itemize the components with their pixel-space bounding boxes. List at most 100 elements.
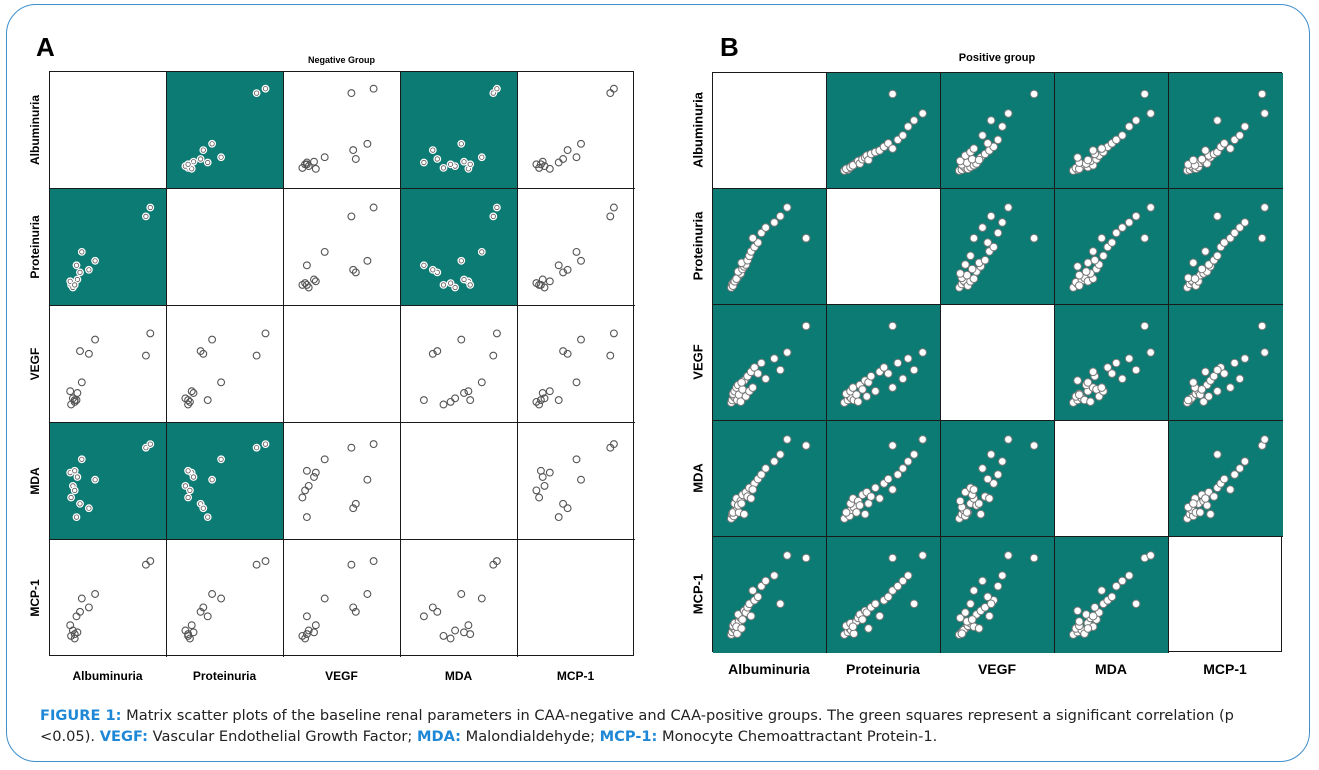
data-point [1240,354,1250,363]
data-point [1029,233,1039,243]
data-point [909,365,919,375]
data-point [776,211,785,221]
data-point [888,144,897,153]
data-point [961,608,970,617]
data-point [966,251,975,261]
col-label-albuminuria: Albuminuria [728,661,810,677]
data-point [184,396,193,405]
data-point [1140,89,1149,99]
data-point [187,621,196,630]
data-point [739,509,749,519]
data-point [1081,610,1091,619]
data-point [918,109,927,118]
data-point [737,624,746,633]
scatter-cell-mda-vs-mcp-1 [1169,421,1283,537]
data-point [969,274,979,283]
data-point [577,139,585,148]
data-point [1220,139,1229,148]
data-point [1004,435,1013,444]
scatter-cell-proteinuria-vs-albuminuria [713,189,827,305]
data-point [261,329,270,338]
data-point [983,592,993,602]
data-point [770,218,779,227]
data-point [351,268,360,277]
data-point-outline [147,441,153,447]
scatter-plot [1182,435,1269,523]
data-point-outline [467,282,473,288]
data-point [535,493,544,502]
col-label-mda: MDA [1095,661,1127,677]
data-point [349,146,358,155]
scatter-cell-mcp-1-vs-mda [1055,537,1169,653]
data-point [1199,397,1208,406]
data-point [311,621,320,630]
panel-a-title: Negative Group [307,55,375,65]
scatter-plot [532,440,618,522]
data-point [849,629,859,638]
data-point [1146,348,1155,357]
scatter-cell-mda-vs-albuminuria [713,421,827,537]
data-point-outline [479,154,485,160]
data-point-outline [421,159,427,166]
scatter-plot [1182,203,1269,292]
data-point [966,599,975,609]
data-point-outline [182,483,188,489]
data-point [864,624,873,633]
data-point [347,89,356,98]
data-point [1124,571,1134,580]
data-point-outline [430,267,436,273]
data-point [858,385,867,394]
data-point [492,329,501,338]
data-point [1240,457,1250,466]
data-point [252,560,261,569]
data-point [993,581,1003,591]
data-point [1112,135,1121,145]
caption-text: Matrix scatter plots of the baseline ren… [40,707,1234,745]
scatter-cell-albuminuria-vs-proteinuria [167,72,284,189]
data-point-outline [262,86,269,92]
data-point-outline [143,213,149,219]
data-point-outline [494,86,500,92]
data-point [369,440,378,449]
data-point [208,590,217,598]
data-point [983,139,993,148]
data-point [1112,228,1121,238]
data-point [464,387,473,396]
data-point [1204,392,1214,401]
data-point [738,615,747,624]
data-point [572,247,581,256]
caption-def-vegf: Vascular Endothelial Growth Factor; [152,728,413,745]
data-point [1189,499,1198,508]
data-point [737,378,746,387]
data-point-outline [73,514,80,520]
col-label-mcp-1: MCP-1 [556,669,595,683]
data-point [1107,369,1117,378]
data-point [1124,354,1134,363]
data-point [980,255,990,265]
data-point [888,441,897,450]
data-point [866,371,876,381]
data-point [738,385,747,394]
data-point-outline [147,204,153,211]
caption-abbr-mda: MDA: [416,728,461,745]
data-point [1235,223,1245,232]
data-point-outline [434,156,440,162]
data-point [545,468,554,477]
data-point [967,154,977,164]
data-point [609,84,618,93]
data-point [311,468,320,477]
scatter-plot [66,329,155,409]
data-point [1118,131,1127,140]
scatter-cell-mcp-1-vs-mda [401,540,518,657]
data-point [1197,385,1207,394]
data-point [893,581,903,591]
data-point [1257,321,1267,331]
data-point [864,499,873,508]
data-point [1004,203,1013,212]
data-point [1112,581,1121,591]
col-label-mcp-1: MCP-1 [1203,661,1247,677]
scatter-plot [298,203,378,292]
data-point-outline [479,249,485,255]
data-point [985,494,994,503]
data-point [1146,109,1155,118]
